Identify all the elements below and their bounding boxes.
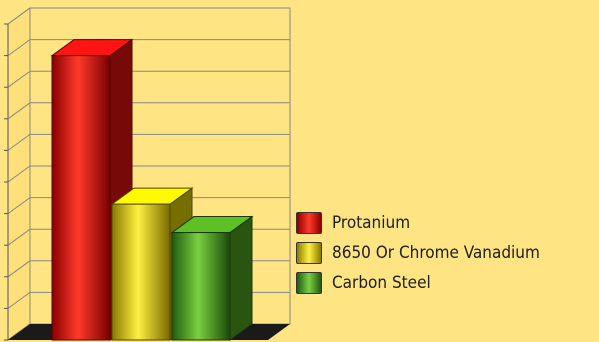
legend-label: Protanium	[332, 213, 411, 233]
legend-label: Carbon Steel	[332, 273, 431, 293]
legend-swatch-chrome-vanadium	[296, 242, 322, 264]
legend-item-protanium: Protanium	[296, 208, 540, 238]
legend-swatch-carbon-steel	[296, 272, 322, 294]
bars	[50, 38, 254, 341]
legend-label: 8650 Or Chrome Vanadium	[332, 243, 540, 263]
gridline	[7, 39, 290, 57]
bar-front	[111, 203, 171, 341]
gridline	[7, 7, 290, 25]
gridline	[7, 133, 290, 151]
gridline	[7, 70, 290, 88]
bar-front	[171, 232, 231, 341]
bar-protanium	[50, 38, 134, 341]
gridline	[7, 197, 290, 215]
gridline	[7, 165, 290, 183]
bar-front	[51, 55, 111, 341]
bar-carbon-steel	[170, 215, 254, 341]
legend-item-carbon-steel: Carbon Steel	[296, 268, 540, 298]
legend-swatch-protanium	[296, 212, 322, 234]
bar-side	[229, 215, 253, 341]
gridline	[7, 102, 290, 120]
legend: Protanium 8650 Or Chrome Vanadium Carbon…	[296, 208, 540, 298]
legend-item-chrome-vanadium: 8650 Or Chrome Vanadium	[296, 238, 540, 268]
